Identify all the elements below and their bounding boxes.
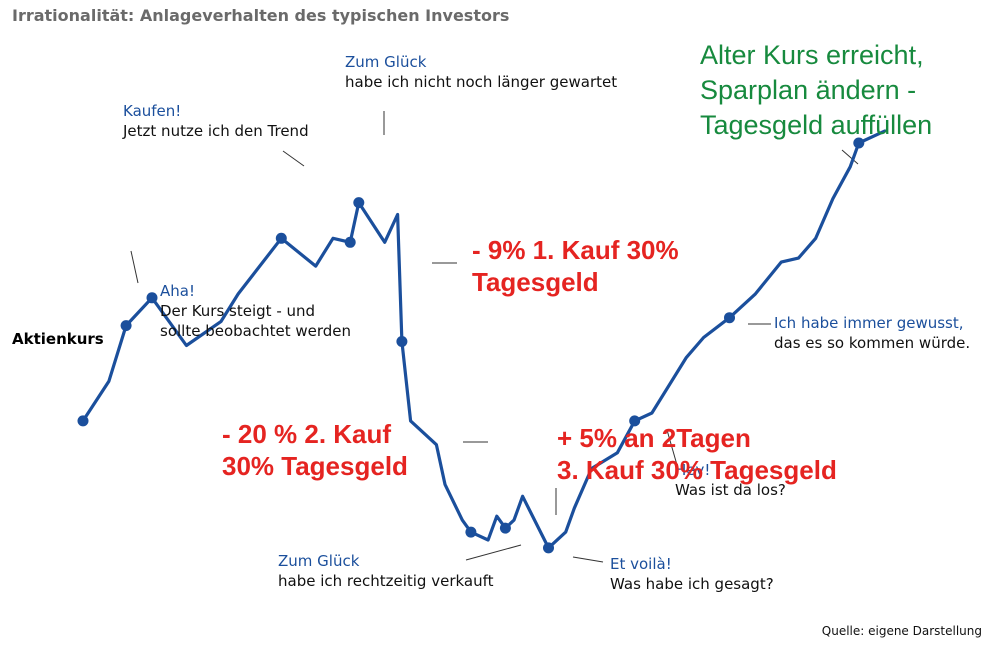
- note-target-line3: Tagesgeld auffüllen: [700, 110, 933, 140]
- leader-voila: [572, 556, 604, 563]
- annotation-aha-text1: Der Kurs steigt - und: [160, 302, 316, 320]
- note-kauf3: + 5% an 2Tagen 3. Kauf 30% Tagesgeld: [557, 422, 837, 486]
- chart-title: Irrationalität: Anlageverhalten des typi…: [12, 6, 510, 25]
- annotation-glueck1: Zum Glück habe ich nicht noch länger gew…: [345, 52, 617, 92]
- annotation-hey: Hey! Was ist da los?: [675, 460, 786, 500]
- note-kauf2-line2: 30% Tagesgeld: [222, 451, 408, 481]
- annotation-hey-head: Hey!: [675, 461, 711, 479]
- annotation-voila-head: Et voilà!: [610, 555, 672, 573]
- leader-hey: [666, 429, 678, 466]
- note-kauf3-line2: 3. Kauf 30% Tagesgeld: [557, 455, 837, 485]
- data-point: [724, 312, 735, 324]
- annotation-voila: Et voilà! Was habe ich gesagt?: [610, 554, 774, 594]
- annotation-aha: Aha! Der Kurs steigt - und sollte beobac…: [160, 281, 351, 341]
- data-point: [396, 336, 408, 347]
- leader-glueck2: [465, 544, 522, 561]
- note-target-line2: Sparplan ändern -: [700, 75, 917, 105]
- annotation-kaufen: Kaufen! Jetzt nutze ich den Trend: [123, 101, 309, 141]
- annotation-gewusst-head: Ich habe immer gewusst,: [774, 314, 964, 332]
- annotation-glueck2-text1: habe ich rechtzeitig verkauft: [278, 572, 494, 590]
- leader-aha: [130, 250, 139, 284]
- data-point: [629, 415, 641, 427]
- data-point: [275, 232, 287, 244]
- leader-kaufen: [282, 150, 305, 167]
- annotation-aha-text2: sollte beobachtet werden: [160, 322, 352, 340]
- note-kauf3-line1: + 5% an 2Tagen: [557, 423, 751, 453]
- note-target-reached: Alter Kurs erreicht, Sparplan ändern - T…: [700, 38, 932, 143]
- data-point: [344, 236, 356, 248]
- data-point: [499, 522, 511, 534]
- note-kauf1: - 9% 1. Kauf 30% Tagesgeld: [472, 234, 679, 298]
- data-point: [465, 526, 477, 538]
- annotation-gewusst: Ich habe immer gewusst, das es so kommen…: [774, 313, 970, 353]
- data-point: [146, 292, 158, 304]
- data-point: [77, 415, 89, 427]
- annotation-glueck2: Zum Glück habe ich rechtzeitig verkauft: [278, 551, 494, 591]
- note-kauf2: - 20 % 2. Kauf 30% Tagesgeld: [222, 418, 408, 482]
- annotation-gewusst-text1: das es so kommen würde.: [774, 334, 971, 352]
- annotation-hey-text1: Was ist da los?: [675, 481, 786, 499]
- annotation-glueck1-head: Zum Glück: [345, 53, 427, 71]
- annotation-aha-head: Aha!: [160, 282, 195, 300]
- note-kauf1-line1: - 9% 1. Kauf 30%: [472, 235, 679, 265]
- y-axis-label: Aktienkurs: [12, 330, 104, 348]
- note-kauf1-line2: Tagesgeld: [472, 267, 599, 297]
- note-kauf2-line1: - 20 % 2. Kauf: [222, 419, 392, 449]
- annotation-voila-text1: Was habe ich gesagt?: [610, 575, 774, 593]
- annotation-glueck2-head: Zum Glück: [278, 552, 360, 570]
- data-point: [353, 197, 365, 209]
- annotation-kaufen-head: Kaufen!: [123, 102, 182, 120]
- data-point: [853, 137, 865, 149]
- annotation-kaufen-text1: Jetzt nutze ich den Trend: [123, 122, 309, 140]
- source-note: Quelle: eigene Darstellung: [821, 624, 982, 638]
- data-point: [120, 320, 132, 332]
- note-target-line1: Alter Kurs erreicht,: [700, 40, 924, 70]
- leader-green: [841, 149, 859, 165]
- annotation-glueck1-text1: habe ich nicht noch länger gewartet: [345, 73, 618, 91]
- data-point: [543, 542, 554, 554]
